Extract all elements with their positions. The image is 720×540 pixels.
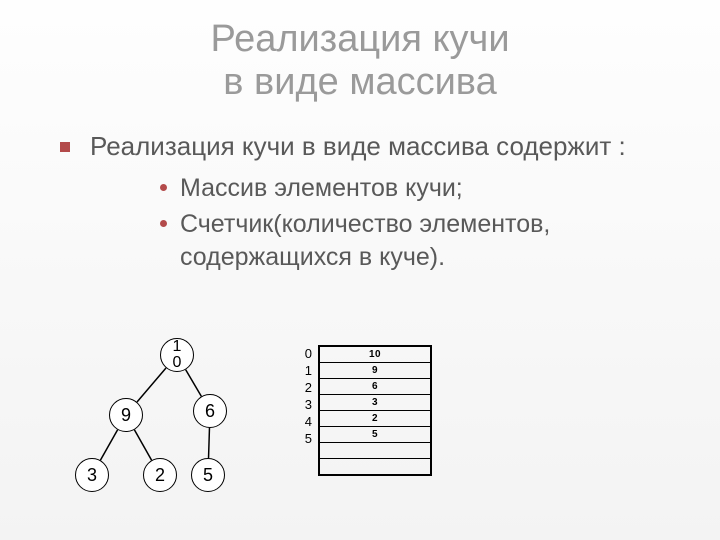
array-cell: 10 <box>320 347 430 363</box>
array-cell <box>320 443 430 459</box>
array-index: 0 <box>300 345 312 362</box>
tree-node: 5 <box>191 458 225 492</box>
square-bullet-icon <box>60 142 70 152</box>
dot-bullet-icon <box>160 184 167 191</box>
tree-edge <box>100 430 117 460</box>
array-cell: 9 <box>320 363 430 379</box>
array-cell: 3 <box>320 395 430 411</box>
bullet-level2-b: Счетчик(количество элементов, содержащих… <box>60 208 680 273</box>
slide-title: Реализация кучи в виде массива <box>0 18 720 103</box>
dot-bullet-icon <box>160 220 167 227</box>
array-index: 5 <box>300 430 312 447</box>
bullet-level2-a: Массив элементов кучи; <box>60 172 680 205</box>
tree-edge <box>186 370 202 397</box>
tree-node: 6 <box>193 394 227 428</box>
array-index: 1 <box>300 362 312 379</box>
array-cell: 6 <box>320 379 430 395</box>
heap-tree-diagram: 10 9 6 325 <box>75 338 275 538</box>
slide: Реализация кучи в виде массива Реализаци… <box>0 0 720 540</box>
bullet-level1: Реализация кучи в виде массива содержит … <box>60 130 680 164</box>
index-column: 012345 <box>300 345 312 447</box>
array-index: 4 <box>300 413 312 430</box>
bullet-text: Счетчик(количество элементов, содержащих… <box>180 210 550 271</box>
array-index: 2 <box>300 379 312 396</box>
body-text: Реализация кучи в виде массива содержит … <box>60 130 680 277</box>
tree-node: 3 <box>75 458 109 492</box>
array-cell: 2 <box>320 411 430 427</box>
array-table: 1096325 <box>318 345 432 476</box>
array-cell: 5 <box>320 427 430 443</box>
array-cell <box>320 459 430 474</box>
tree-node: 10 <box>160 338 194 372</box>
tree-edge <box>209 428 210 458</box>
array-index: 3 <box>300 396 312 413</box>
title-line-2: в виде массива <box>223 61 496 103</box>
tree-node: 2 <box>143 458 177 492</box>
bullet-text: Массив элементов кучи; <box>180 174 463 202</box>
tree-node: 9 <box>109 398 143 432</box>
tree-edge <box>137 368 166 402</box>
tree-edge <box>134 430 151 460</box>
title-line-1: Реализация кучи <box>210 18 509 60</box>
bullet-text: Реализация кучи в виде массива содержит … <box>90 131 626 161</box>
